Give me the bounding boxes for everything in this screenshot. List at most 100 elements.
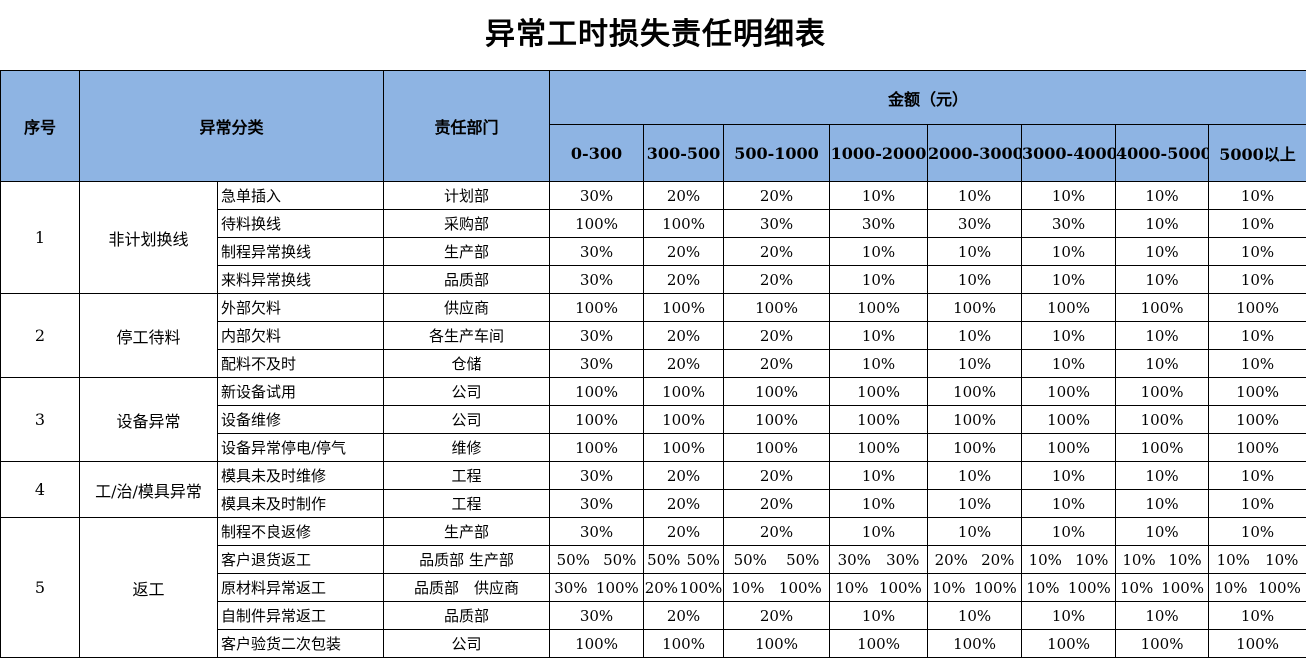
header-range[interactable]: 3000-4000 [1021,124,1117,182]
value-cell[interactable]: 100% [1115,405,1210,434]
subcategory-cell[interactable]: 待料换线 [216,209,385,238]
value-cell[interactable]: 100% [643,629,725,658]
value-cell[interactable]: 100% [549,377,645,406]
value-cell[interactable]: 10% [927,265,1023,294]
value-cell[interactable]: 100% [1021,433,1117,462]
value-cell[interactable]: 100% [927,629,1023,658]
value-cell[interactable]: 100% [723,629,831,658]
value-cell[interactable]: 100% [829,629,929,658]
category-cell[interactable]: 设备异常 [79,377,218,462]
value-cell[interactable]: 10% 100% [927,573,1023,602]
dept-cell[interactable]: 公司 [383,377,551,406]
value-cell[interactable]: 10% [829,321,929,350]
value-cell[interactable]: 30% [829,209,929,238]
value-cell[interactable]: 30% 30% [829,545,929,574]
value-cell[interactable]: 20% 20% [927,545,1023,574]
seq-cell[interactable]: 5 [0,517,80,658]
value-cell[interactable]: 30% [549,517,645,546]
value-cell[interactable]: 10% [1208,461,1308,490]
value-cell[interactable]: 10% [1115,461,1210,490]
dept-cell[interactable]: 维修 [383,433,551,462]
value-cell[interactable]: 100% [1208,629,1308,658]
dept-cell[interactable]: 各生产车间 [383,321,551,350]
value-cell[interactable]: 10% [1208,181,1308,210]
value-cell[interactable]: 30% [549,181,645,210]
value-cell[interactable]: 20% [723,489,831,518]
seq-cell[interactable]: 2 [0,293,80,378]
value-cell[interactable]: 10% [1115,601,1210,630]
value-cell[interactable]: 20% [723,321,831,350]
value-cell[interactable]: 10% [829,517,929,546]
value-cell[interactable]: 10% [829,461,929,490]
value-cell[interactable]: 10% [1115,181,1210,210]
category-cell[interactable]: 非计划换线 [79,181,218,294]
seq-cell[interactable]: 3 [0,377,80,462]
value-cell[interactable]: 10% 100% [1208,573,1308,602]
value-cell[interactable]: 10% [1115,265,1210,294]
value-cell[interactable]: 100% [549,433,645,462]
dept-cell[interactable]: 公司 [383,629,551,658]
value-cell[interactable]: 10% [1208,209,1308,238]
value-cell[interactable]: 100% [1115,629,1210,658]
value-cell[interactable]: 100% [723,293,831,322]
value-cell[interactable]: 10% [1208,601,1308,630]
header-range[interactable]: 1000-2000 [829,124,929,182]
value-cell[interactable]: 100% [829,293,929,322]
value-cell[interactable]: 10% 10% [1021,545,1117,574]
header-range[interactable]: 500-1000 [723,124,831,182]
subcategory-cell[interactable]: 设备异常停电/停气 [216,433,385,462]
value-cell[interactable]: 10% [927,489,1023,518]
subcategory-cell[interactable]: 急单插入 [216,181,385,210]
value-cell[interactable]: 100% [1021,377,1117,406]
dept-cell[interactable]: 计划部 [383,181,551,210]
value-cell[interactable]: 10% [927,237,1023,266]
category-cell[interactable]: 返工 [79,517,218,658]
value-cell[interactable]: 100% [927,433,1023,462]
value-cell[interactable]: 10% [1021,517,1117,546]
value-cell[interactable]: 30% [549,489,645,518]
value-cell[interactable]: 10% [927,461,1023,490]
value-cell[interactable]: 30% [927,209,1023,238]
value-cell[interactable]: 100% [643,405,725,434]
value-cell[interactable]: 10% [1021,321,1117,350]
value-cell[interactable]: 10% 100% [829,573,929,602]
value-cell[interactable]: 20% [643,461,725,490]
value-cell[interactable]: 20% [723,237,831,266]
value-cell[interactable]: 10% [1208,489,1308,518]
value-cell[interactable]: 100% [927,405,1023,434]
value-cell[interactable]: 10% [829,265,929,294]
value-cell[interactable]: 100% [1115,377,1210,406]
subcategory-cell[interactable]: 模具未及时制作 [216,489,385,518]
subcategory-cell[interactable]: 新设备试用 [216,377,385,406]
dept-cell[interactable]: 品质部 [383,265,551,294]
value-cell[interactable]: 100% [1115,433,1210,462]
dept-cell[interactable]: 工程 [383,489,551,518]
header-amount[interactable]: 金额（元） [549,70,1308,125]
header-dept[interactable]: 责任部门 [383,70,551,182]
value-cell[interactable]: 20% [723,461,831,490]
value-cell[interactable]: 10% [1208,349,1308,378]
header-seq[interactable]: 序号 [0,70,80,182]
value-cell[interactable]: 50% 50% [549,545,645,574]
value-cell[interactable]: 20% [643,601,725,630]
value-cell[interactable]: 100% [723,405,831,434]
value-cell[interactable]: 10% [1115,209,1210,238]
value-cell[interactable]: 100% [829,377,929,406]
value-cell[interactable]: 10% [1208,237,1308,266]
value-cell[interactable]: 30% [549,237,645,266]
value-cell[interactable]: 10% [1021,349,1117,378]
value-cell[interactable]: 10% [927,321,1023,350]
value-cell[interactable]: 100% [927,293,1023,322]
dept-cell[interactable]: 生产部 [383,517,551,546]
value-cell[interactable]: 100% [723,433,831,462]
value-cell[interactable]: 10% [1208,265,1308,294]
category-cell[interactable]: 工/治/模具异常 [79,461,218,518]
subcategory-cell[interactable]: 设备维修 [216,405,385,434]
subcategory-cell[interactable]: 客户验货二次包装 [216,629,385,658]
value-cell[interactable]: 50% 50% [723,545,831,574]
value-cell[interactable]: 10% [1021,237,1117,266]
value-cell[interactable]: 20% [643,181,725,210]
dept-cell[interactable]: 生产部 [383,237,551,266]
value-cell[interactable]: 30% [549,461,645,490]
subcategory-cell[interactable]: 自制件异常返工 [216,601,385,630]
